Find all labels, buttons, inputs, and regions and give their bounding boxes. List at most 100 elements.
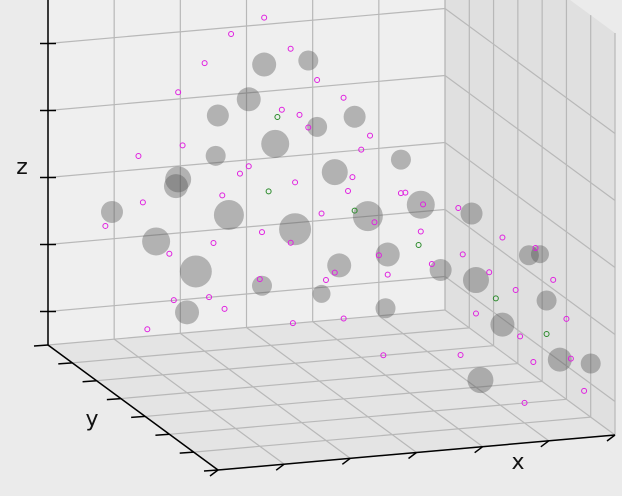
bubble: [580, 353, 601, 374]
axes: [33, 0, 616, 477]
x-tick: [209, 469, 219, 477]
grid-line: [246, 327, 417, 453]
point: [340, 315, 347, 322]
grid-line: [193, 416, 591, 453]
grid-line: [444, 209, 616, 335]
point: [532, 245, 539, 252]
point: [210, 240, 217, 247]
grid-line: [72, 327, 470, 364]
point: [530, 359, 537, 366]
point: [367, 132, 374, 139]
bubble: [518, 245, 539, 266]
point: [492, 295, 499, 302]
point: [289, 320, 296, 327]
y-tick: [82, 379, 97, 383]
bubble: [390, 149, 411, 170]
point: [371, 219, 378, 226]
bubble: [100, 200, 123, 223]
point: [135, 153, 142, 160]
point: [517, 333, 524, 340]
bubble: [327, 253, 352, 278]
point: [166, 250, 173, 257]
grid-line: [169, 398, 567, 435]
bubble: [547, 347, 572, 372]
grid-line: [113, 338, 285, 465]
x-axis: [217, 434, 616, 471]
grid-line: [96, 345, 494, 382]
point: [402, 189, 409, 196]
point: [287, 239, 294, 246]
point: [236, 170, 243, 177]
x-tick: [540, 440, 550, 448]
bubble: [261, 129, 290, 158]
x-tick: [606, 434, 616, 442]
point: [261, 14, 268, 21]
bubble: [179, 255, 212, 288]
grid-line: [47, 208, 446, 246]
y-tick: [155, 433, 170, 437]
grid-line: [179, 332, 351, 459]
point: [455, 205, 462, 212]
bubble: [165, 166, 192, 193]
point: [486, 269, 493, 276]
y-tick: [203, 469, 219, 472]
point: [563, 315, 570, 322]
point: [314, 76, 321, 83]
point: [102, 222, 109, 229]
point: [420, 201, 427, 208]
point: [221, 305, 228, 312]
bubble: [298, 50, 319, 71]
point: [340, 94, 347, 101]
y-tick: [131, 415, 146, 419]
point: [499, 234, 506, 241]
point: [305, 124, 312, 131]
grid-line: [444, 75, 616, 201]
point: [512, 286, 519, 293]
bubble: [530, 245, 549, 264]
grid-line: [444, 276, 616, 402]
x-axis-label: x: [511, 450, 524, 475]
grid-line: [120, 362, 518, 400]
bubble: [343, 105, 366, 128]
bubble: [206, 104, 229, 127]
y-tick: [106, 397, 121, 401]
point: [274, 113, 281, 120]
point: [351, 207, 358, 214]
point: [256, 276, 263, 283]
point: [428, 260, 435, 267]
y-tick: [179, 451, 194, 454]
y-axis: [47, 344, 219, 471]
bubble: [163, 174, 188, 199]
x-tick: [474, 446, 484, 454]
point: [417, 228, 424, 235]
bubble: [307, 116, 328, 137]
point: [358, 146, 365, 153]
grid-line: [47, 74, 446, 112]
point: [543, 331, 550, 338]
y-tick: [58, 362, 73, 365]
bubble: [375, 242, 400, 267]
point: [415, 242, 422, 249]
point: [139, 199, 146, 206]
x-tick: [275, 463, 285, 471]
point: [397, 190, 404, 197]
point: [278, 106, 285, 113]
bubble: [536, 290, 557, 311]
bubble: [252, 52, 277, 77]
bubble: [205, 145, 226, 166]
bubble: [279, 213, 312, 246]
grid-line: [47, 7, 446, 45]
bubble: [312, 284, 331, 303]
point: [318, 210, 325, 217]
bubble: [236, 87, 261, 112]
bubble: [175, 300, 200, 325]
point: [201, 60, 208, 67]
points: [100, 14, 601, 406]
x-tick: [341, 457, 351, 465]
point: [170, 297, 177, 304]
bubble: [467, 367, 494, 394]
grid-line: [145, 380, 543, 418]
point: [258, 229, 265, 236]
point: [384, 271, 391, 278]
